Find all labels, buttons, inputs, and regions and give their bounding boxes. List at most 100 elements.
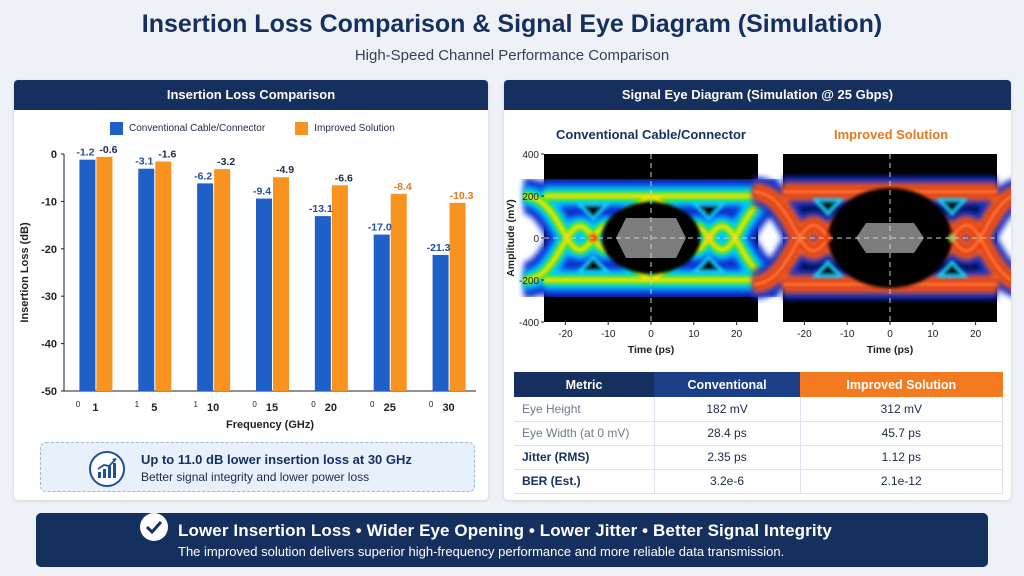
x-tick-label: -20 xyxy=(797,329,812,340)
eye-diagram-heading: Signal Eye Diagram (Simulation @ 25 Gbps… xyxy=(504,80,1011,110)
data-label-conventional: -17.0 xyxy=(368,222,392,234)
x-minor-tick-label: 1 xyxy=(135,400,140,409)
eye-side-gap xyxy=(811,259,845,278)
metric-name: Jitter (RMS) xyxy=(514,445,655,470)
data-label-conventional: -1.2 xyxy=(76,147,94,159)
bar-conventional xyxy=(256,198,272,391)
y-tick-label: 200 xyxy=(522,192,539,203)
y-tick-label: -20 xyxy=(41,244,57,256)
metric-improved: 2.1e-12 xyxy=(800,469,1004,494)
legend-label-improved: Improved Solution xyxy=(314,123,395,134)
eye-side-gap xyxy=(811,198,845,217)
x-minor-tick-label: 0 xyxy=(370,400,375,409)
x-axis-label: Time (ps) xyxy=(628,344,674,356)
metric-conventional: 182 mV xyxy=(654,397,801,422)
x-minor-tick-label: 0 xyxy=(76,400,81,409)
eye-title-improved: Improved Solution xyxy=(834,127,949,142)
bar-conventional xyxy=(314,216,331,391)
x-tick-label: 0 xyxy=(887,329,893,340)
data-label-conventional: -3.1 xyxy=(135,156,153,168)
legend-item-conventional: Conventional Cable/Connector xyxy=(110,122,265,135)
y-axis-label: Amplitude (mV) xyxy=(505,199,517,277)
metric-name: BER (Est.) xyxy=(514,469,655,494)
eye-side-gap xyxy=(691,254,727,274)
x-axis-label: Time (ps) xyxy=(867,344,913,356)
bar-improved xyxy=(273,177,289,391)
x-tick-label: 1 xyxy=(92,402,98,414)
bar-improved xyxy=(155,161,172,391)
page-subtitle: High-Speed Channel Performance Compariso… xyxy=(354,47,670,64)
x-axis-label: Frequency (GHz) xyxy=(226,419,314,431)
x-tick-label: -20 xyxy=(558,329,573,340)
bar-conventional xyxy=(79,159,96,391)
x-tick-label: -10 xyxy=(840,329,855,340)
bar-conventional xyxy=(138,168,155,391)
x-tick-label: 0 xyxy=(648,329,654,340)
table-row: Eye Height 182 mV 312 mV xyxy=(514,397,1004,422)
data-label-improved: -0.6 xyxy=(99,144,117,156)
legend-item-improved: Improved Solution xyxy=(295,122,395,135)
insertion-loss-heading: Insertion Loss Comparison xyxy=(14,80,488,110)
banner-headline: Lower Insertion Loss • Wider Eye Opening… xyxy=(178,521,832,540)
x-tick-label: 25 xyxy=(384,402,396,414)
check-circle-icon xyxy=(140,513,168,541)
y-tick-label: -400 xyxy=(519,318,539,329)
table-row: Jitter (RMS) 2.35 ps 1.12 ps xyxy=(514,445,1004,470)
data-label-improved: -4.9 xyxy=(276,164,294,176)
y-tick-label: -10 xyxy=(41,196,57,208)
y-tick-label: 400 xyxy=(522,150,539,161)
metrics-header-conventional: Conventional xyxy=(654,372,801,397)
eye-crossing-hotspot xyxy=(948,234,957,242)
x-minor-tick-label: 1 xyxy=(193,400,198,409)
bar-improved xyxy=(96,156,113,391)
eye-side-gap xyxy=(575,254,611,274)
eye-side-gap xyxy=(575,202,611,222)
data-label-improved: -8.4 xyxy=(394,181,412,193)
data-label-conventional: -9.4 xyxy=(253,186,271,198)
eye-crossing-hotspot xyxy=(823,234,832,242)
bar-conventional xyxy=(373,234,390,391)
eye-side-gap xyxy=(935,259,969,278)
eye-title-conventional: Conventional Cable/Connector xyxy=(556,127,746,142)
metrics-header-metric: Metric xyxy=(514,372,654,397)
x-tick-label: 15 xyxy=(266,402,278,414)
data-label-improved: -6.6 xyxy=(335,172,353,184)
metric-improved: 312 mV xyxy=(800,397,1004,422)
x-minor-tick-label: 0 xyxy=(429,400,434,409)
metrics-table: Metric Conventional Improved Solution Ey… xyxy=(514,372,1004,494)
metrics-header-improved: Improved Solution xyxy=(800,372,1003,397)
legend-label-conventional: Conventional Cable/Connector xyxy=(129,123,266,134)
banner-subtext: The improved solution delivers superior … xyxy=(178,544,785,559)
x-tick-label: 10 xyxy=(927,329,939,340)
insertion-loss-panel: Insertion Loss Comparison Conventional C… xyxy=(14,80,488,500)
y-tick-label: 0 xyxy=(51,149,57,161)
x-tick-label: 5 xyxy=(151,402,157,414)
metric-improved: 1.12 ps xyxy=(800,445,1004,470)
x-tick-label: 20 xyxy=(731,329,743,340)
eye-side-gap xyxy=(691,202,727,222)
x-tick-label: -10 xyxy=(601,329,616,340)
eye-diagram-panel: Signal Eye Diagram (Simulation @ 25 Gbps… xyxy=(504,80,1011,500)
data-label-improved: -10.3 xyxy=(450,190,474,202)
y-tick-label: 0 xyxy=(533,234,539,245)
y-tick-label: -30 xyxy=(41,291,57,303)
eye-side-gap xyxy=(935,198,969,217)
x-tick-label: 20 xyxy=(970,329,982,340)
data-label-conventional: -13.1 xyxy=(309,203,333,215)
page-title: Insertion Loss Comparison & Signal Eye D… xyxy=(141,10,883,38)
y-axis-label: Insertion Loss (dB) xyxy=(19,222,31,323)
x-tick-label: 10 xyxy=(688,329,700,340)
x-minor-tick-label: 0 xyxy=(252,400,257,409)
data-label-improved: -1.6 xyxy=(158,149,176,161)
metric-conventional: 2.35 ps xyxy=(654,445,801,470)
metric-name: Eye Width (at 0 mV) xyxy=(514,421,655,446)
metric-improved: 45.7 ps xyxy=(800,421,1004,446)
y-tick-label: -200 xyxy=(519,276,539,287)
summary-banner: Lower Insertion Loss • Wider Eye Opening… xyxy=(36,513,988,567)
trend-chart-icon xyxy=(89,451,125,487)
y-tick-label: -40 xyxy=(41,339,57,351)
bar-improved xyxy=(331,185,348,391)
table-row: BER (Est.) 3.2e-6 2.1e-12 xyxy=(514,469,1004,494)
